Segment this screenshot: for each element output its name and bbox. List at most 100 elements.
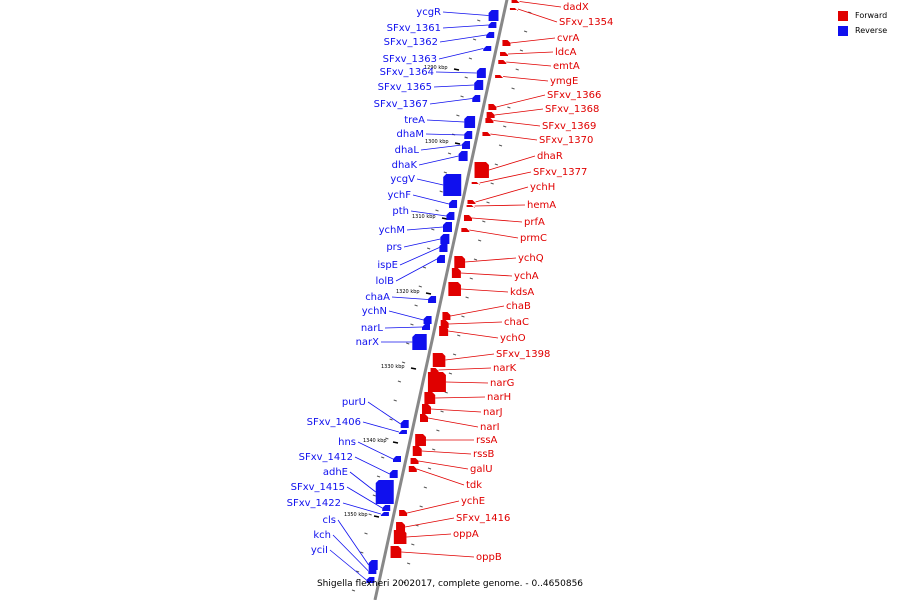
gene-label[interactable]: dhaL [395,145,420,156]
gene-arrow[interactable] [390,546,402,558]
gene-arrow[interactable] [495,75,504,78]
gene-arrow[interactable] [368,568,377,574]
gene-label[interactable]: emtA [553,61,580,72]
gene-arrow[interactable] [474,80,484,90]
gene-prs[interactable]: prs [386,234,450,253]
gene-narL[interactable]: narL [361,323,431,334]
gene-arrow[interactable] [476,68,486,78]
gene-label[interactable]: ispE [377,260,398,271]
gene-label[interactable]: prfA [524,217,545,228]
gene-arrow[interactable] [486,112,495,118]
gene-narH[interactable]: narH [424,392,511,404]
gene-label[interactable]: narK [493,363,517,374]
gene-label[interactable]: ldcA [555,47,577,58]
gene-label[interactable]: kch [313,530,331,541]
gene-label[interactable]: SFxv_1422 [287,498,341,509]
gene-arrow[interactable] [482,132,491,136]
gene-narK[interactable]: narK [430,363,517,374]
gene-arrow[interactable] [446,212,455,220]
gene-arrow[interactable] [488,22,497,28]
gene-dhaM[interactable]: dhaM [397,129,473,140]
gene-label[interactable]: narJ [483,407,503,418]
gene-ymgE[interactable]: ymgE [495,75,578,87]
gene-arrow[interactable] [467,200,476,204]
gene-arrow[interactable] [500,52,509,56]
gene-arrow[interactable] [366,577,375,583]
gene-arrow[interactable] [428,296,437,303]
gene-dhaL[interactable]: dhaL [395,141,471,156]
gene-SFxv_1363[interactable]: SFxv_1363 [383,46,492,65]
gene-label[interactable]: hns [338,437,356,448]
gene-arrow[interactable] [463,215,472,221]
gene-label[interactable]: SFxv_1377 [533,167,587,178]
gene-label[interactable]: galU [470,464,493,475]
gene-label[interactable]: dhaR [537,151,563,162]
gene-label[interactable]: SFxv_1365 [378,82,432,93]
gene-arrow[interactable] [483,46,492,51]
gene-oppA[interactable]: oppA [393,529,479,544]
gene-arrow[interactable] [432,353,446,367]
gene-label[interactable]: chaA [365,292,390,303]
gene-arrow[interactable] [382,505,391,511]
gene-SFxv_1367[interactable]: SFxv_1367 [374,95,481,110]
gene-ychM[interactable]: ychM [379,222,452,236]
gene-label[interactable]: purU [342,397,366,408]
gene-SFxv_1365[interactable]: SFxv_1365 [378,80,484,93]
gene-label[interactable]: tdk [466,480,482,491]
gene-oppB[interactable]: oppB [390,546,502,563]
gene-arrow[interactable] [439,326,449,336]
gene-arrow[interactable] [442,222,452,232]
gene-label[interactable]: narI [480,422,500,433]
gene-arrow[interactable] [464,131,473,139]
gene-arrow[interactable] [415,434,426,446]
gene-prfA[interactable]: prfA [463,215,545,228]
gene-label[interactable]: cls [323,515,337,526]
gene-SFxv_1369[interactable]: SFxv_1369 [485,118,596,132]
gene-arrow[interactable] [509,8,518,11]
gene-ycgR[interactable]: ycgR [416,7,499,21]
gene-purU[interactable]: purU [342,397,409,428]
gene-label[interactable]: SFxv_1370 [539,135,593,146]
gene-label[interactable]: narG [490,378,514,389]
gene-cls[interactable]: cls [323,515,378,570]
gene-arrow[interactable] [427,372,446,392]
gene-label[interactable]: yciI [311,545,328,556]
gene-lolB[interactable]: lolB [375,255,445,287]
gene-arrow[interactable] [393,530,407,544]
gene-arrow[interactable] [398,430,407,434]
gene-ychO[interactable]: ychO [439,326,526,344]
gene-SFxv_1354[interactable]: SFxv_1354 [509,8,613,28]
gene-ychQ[interactable]: ychQ [454,253,544,268]
gene-label[interactable]: SFxv_1368 [545,104,599,115]
gene-arrow[interactable] [436,255,445,263]
gene-SFxv_1361[interactable]: SFxv_1361 [387,22,497,34]
gene-narG[interactable]: narG [427,372,514,392]
gene-SFxv_1422[interactable]: SFxv_1422 [287,498,389,516]
gene-arrow[interactable] [466,205,475,208]
gene-label[interactable]: narX [356,337,380,348]
gene-label[interactable]: oppB [476,552,502,563]
gene-SFxv_1377[interactable]: SFxv_1377 [471,167,588,185]
gene-label[interactable]: ymgE [550,76,578,87]
gene-label[interactable]: prmC [520,233,547,244]
gene-label[interactable]: rssA [476,435,498,446]
gene-arrow[interactable] [422,324,431,330]
gene-arrow[interactable] [439,243,448,252]
gene-ychA[interactable]: ychA [451,268,539,282]
gene-arrow[interactable] [472,95,481,102]
gene-arrow[interactable] [449,200,458,208]
gene-label[interactable]: SFxv_1369 [542,121,596,132]
gene-narI[interactable]: narI [420,414,500,433]
gene-arrow[interactable] [454,256,466,268]
gene-label[interactable]: ychO [500,333,526,344]
gene-arrow[interactable] [464,116,476,128]
gene-dhaK[interactable]: dhaK [392,151,468,171]
gene-dadX[interactable]: dadX [511,0,589,13]
gene-arrow[interactable] [462,141,471,149]
gene-arrow[interactable] [412,446,422,456]
gene-arrow[interactable] [423,316,432,324]
gene-SFxv_1362[interactable]: SFxv_1362 [384,32,495,48]
gene-ychF[interactable]: ychF [387,190,458,208]
gene-ycgV[interactable]: ycgV [390,174,462,196]
gene-kch[interactable]: kch [313,530,377,574]
